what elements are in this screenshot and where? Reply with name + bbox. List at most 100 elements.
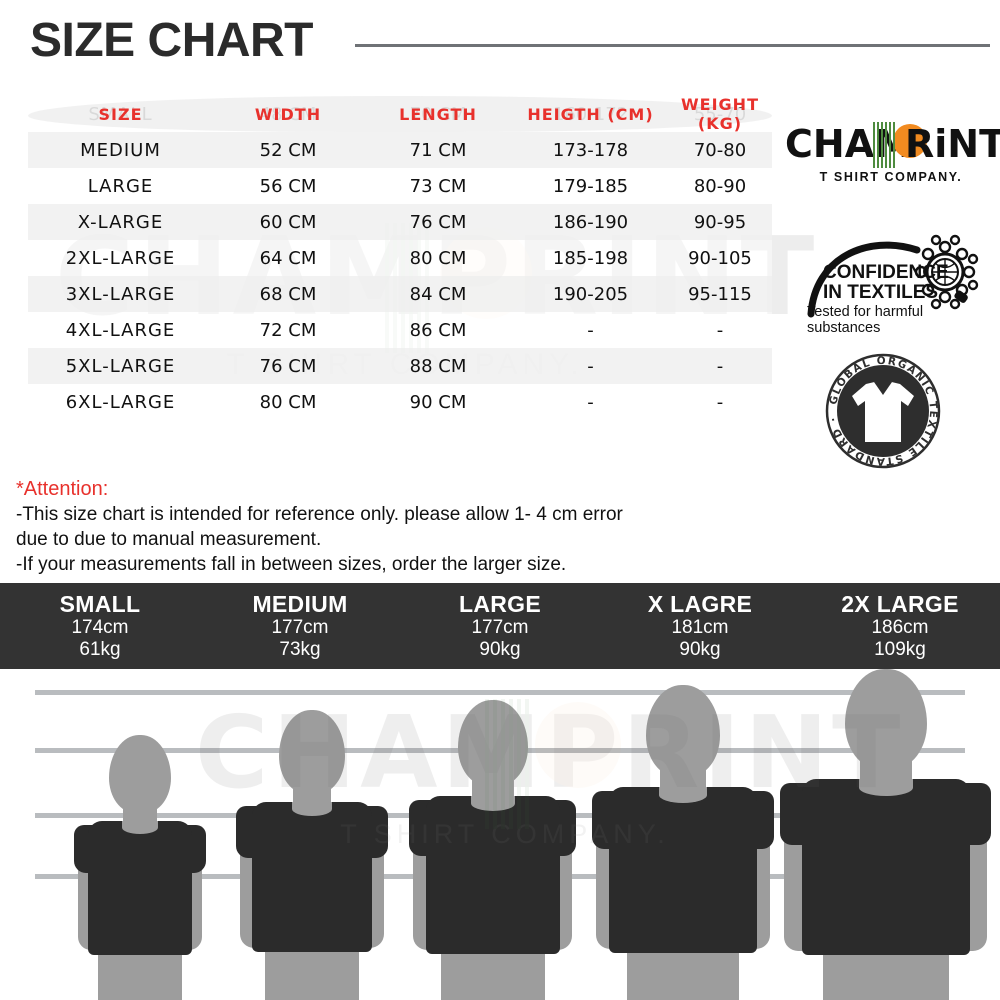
cell-size: LARGE <box>87 175 154 197</box>
model-size-band: SMALL 174cm 61kg MEDIUM 177cm 73kg LARGE… <box>0 583 1000 669</box>
model-cell: MEDIUM 177cm 73kg <box>200 591 400 661</box>
figure-shirt <box>801 779 970 955</box>
cell-size: 5XL-LARGE <box>65 355 176 377</box>
header-size: SIZE <box>98 104 143 124</box>
figure-large <box>405 700 580 1000</box>
oeko-arc-icon <box>807 234 979 318</box>
cell-width: 68 CM <box>259 283 317 305</box>
oeko-tex-badge: CONFIDENCE IN TEXTILES Tested for harmfu… <box>805 228 995 336</box>
oeko-line1: CONFIDENCE <box>823 262 949 283</box>
cell-height: 185-198 <box>552 247 629 269</box>
cell-width: 52 CM <box>259 139 317 161</box>
model-weight-value: 90kg <box>679 639 721 660</box>
cell-length: 88 CM <box>409 355 467 377</box>
cell-width: 64 CM <box>259 247 317 269</box>
model-size-label: MEDIUM <box>252 591 348 617</box>
model-figures-panel: CHAMPRINT T SHIRT COMPANY. <box>0 669 1000 1000</box>
page-title-area: SIZE CHART <box>30 12 990 70</box>
cell-height: 173-178 <box>552 139 629 161</box>
model-height-value: 181cm <box>671 617 729 638</box>
brand-logo: CHAM RiNT T SHIRT COMPANY. <box>785 120 1000 192</box>
figure-legs <box>98 950 182 1000</box>
figure-collar <box>858 779 913 796</box>
cell-size: 4XL-LARGE <box>65 319 176 341</box>
cell-size: X-LARGE <box>77 211 164 233</box>
figure-legs <box>822 947 949 1000</box>
cell-weight: 90-95 <box>693 211 747 233</box>
brand-logo-green-bars-icon <box>873 122 895 168</box>
table-row: 5XL-LARGE 76 CM 88 CM - - <box>28 348 772 384</box>
brand-logo-tagline: T SHIRT COMPANY. <box>819 170 963 184</box>
model-size-label: SMALL <box>59 591 141 617</box>
gots-circle-icon: GLOBAL ORGANIC TEXTILE STANDARD · GOTS · <box>813 339 941 469</box>
model-weight-value: 73kg <box>279 639 321 660</box>
figure-collar <box>659 787 707 803</box>
cell-length: 84 CM <box>409 283 467 305</box>
model-height-value: 177cm <box>271 617 329 638</box>
oeko-line3: Tested for harmful substances <box>807 304 924 336</box>
model-height-value: 177cm <box>471 617 529 638</box>
figure-legs <box>265 948 359 1000</box>
model-weight-value: 61kg <box>79 639 121 660</box>
figure-legs <box>440 948 545 1000</box>
header-weight: WEIGHT (KG) <box>681 95 759 133</box>
figure-legs <box>627 947 739 1000</box>
cell-length: 76 CM <box>409 211 467 233</box>
cell-height: - <box>587 319 594 341</box>
cell-weight: - <box>716 319 724 341</box>
height-gridline <box>35 690 965 695</box>
cell-width: 72 CM <box>259 319 317 341</box>
cell-weight: 70-80 <box>693 139 747 161</box>
gots-badge: GLOBAL ORGANIC TEXTILE STANDARD · GOTS · <box>813 339 948 474</box>
cell-width: 56 CM <box>259 175 317 197</box>
table-row: X-LARGE 60 CM 76 CM 186-190 90-95 <box>28 204 772 240</box>
cell-size: MEDIUM <box>80 139 161 161</box>
cell-height: 186-190 <box>552 211 629 233</box>
cell-weight: 90-105 <box>688 247 752 269</box>
figure-x-large <box>588 685 778 1000</box>
table-row: 4XL-LARGE 72 CM 86 CM - - <box>28 312 772 348</box>
model-size-label: X LAGRE <box>647 591 753 617</box>
table-row: 2XL-LARGE 64 CM 80 CM 185-198 90-105 <box>28 240 772 276</box>
model-size-label: 2X LARGE <box>841 591 959 617</box>
cell-height: 179-185 <box>552 175 629 197</box>
model-cell: 2X LARGE 186cm 109kg <box>800 591 1000 661</box>
model-cell: SMALL 174cm 61kg <box>0 591 200 661</box>
model-height-value: 174cm <box>71 617 129 638</box>
cell-width: 60 CM <box>259 211 317 233</box>
brand-logo-wordmark: CHAM RiNT <box>785 120 1000 168</box>
header-width: WIDTH <box>254 104 322 124</box>
cell-size: 6XL-LARGE <box>65 391 176 413</box>
page-title: SIZE CHART <box>30 14 314 67</box>
figure-shirt <box>425 796 560 954</box>
size-table: SIZE WIDTH LENGTH HEIGTH (CM) WEIGHT (KG… <box>28 95 772 420</box>
cell-width: 76 CM <box>259 355 317 377</box>
figure-collar <box>292 802 332 816</box>
attention-line-1: -This size chart is intended for referen… <box>16 504 623 525</box>
cell-weight: 95-115 <box>688 283 752 305</box>
attention-block: *Attention: -This size chart is intended… <box>16 476 786 577</box>
cell-length: 73 CM <box>409 175 467 197</box>
figure-shirt <box>252 802 372 952</box>
table-row: MEDIUM 52 CM 71 CM 173-178 70-80 <box>28 132 772 168</box>
figure-shirt <box>88 821 192 955</box>
cell-length: 86 CM <box>409 319 467 341</box>
cell-size: 3XL-LARGE <box>65 283 176 305</box>
cell-weight: - <box>716 355 724 377</box>
header-length: LENGTH <box>399 104 477 124</box>
table-row: 3XL-LARGE 68 CM 84 CM 190-205 95-115 <box>28 276 772 312</box>
cell-length: 71 CM <box>409 139 467 161</box>
model-height-value: 186cm <box>871 617 929 638</box>
cell-width: 80 CM <box>259 391 317 413</box>
table-header-row: SIZE WIDTH LENGTH HEIGTH (CM) WEIGHT (KG… <box>28 95 772 133</box>
cell-length: 90 CM <box>409 391 467 413</box>
cell-height: - <box>587 391 594 413</box>
figure-shirt <box>609 787 757 953</box>
cell-length: 80 CM <box>409 247 467 269</box>
cell-weight: 80-90 <box>693 175 747 197</box>
cell-height: - <box>587 355 594 377</box>
model-weight-value: 90kg <box>479 639 521 660</box>
figure-medium <box>232 710 392 1000</box>
table-row: LARGE 56 CM 73 CM 179-185 80-90 <box>28 168 772 204</box>
